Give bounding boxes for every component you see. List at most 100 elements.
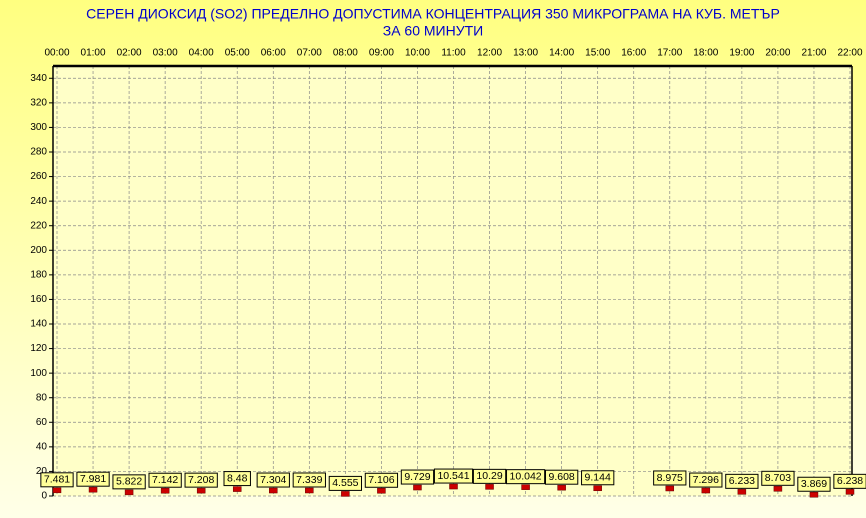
value-label-box (797, 476, 831, 492)
value-label-group: 5.822 (112, 474, 146, 490)
x-tick-label: 17:00 (657, 48, 682, 59)
value-label-box (725, 473, 759, 489)
x-tick-label: 10:00 (405, 48, 430, 59)
y-tick-label: 220 (30, 220, 47, 231)
value-label-box (472, 468, 507, 484)
value-label-group: 8.703 (761, 470, 795, 486)
value-label-box (184, 472, 218, 488)
value-label-group: 7.142 (148, 472, 182, 488)
value-label-box (328, 475, 363, 491)
value-label-box (581, 470, 615, 486)
chart-title: СЕРЕН ДИОКСИД (SO2) ПРЕДЕЛНО ДОПУСТИМА К… (86, 6, 780, 22)
marker (413, 484, 422, 491)
value-label-group: 6.233 (725, 473, 759, 489)
value-label: 8.975 (657, 472, 683, 484)
x-tick-label: 04:00 (189, 48, 214, 59)
value-label-box (761, 470, 795, 486)
value-label-group: 7.339 (292, 472, 326, 488)
value-label-group: 4.555 (328, 475, 363, 491)
marker (485, 484, 494, 490)
value-label-group: 7.106 (364, 472, 399, 488)
x-tick-label: 05:00 (225, 48, 250, 59)
marker (845, 489, 855, 495)
value-label-box (223, 471, 251, 487)
y-tick-label: 320 (30, 97, 47, 108)
x-tick-label: 06:00 (261, 48, 286, 59)
marker (160, 487, 170, 494)
value-label: 7.142 (152, 474, 178, 486)
value-label-box (506, 469, 546, 485)
y-tick-label: 200 (30, 245, 47, 256)
marker (305, 487, 314, 494)
value-label-group: 8.975 (653, 470, 687, 486)
value-label-box (76, 471, 110, 487)
value-label: 5.822 (116, 476, 142, 488)
x-tick-label: 12:00 (477, 48, 502, 59)
x-tick-label: 13:00 (513, 48, 538, 59)
value-label-box (256, 472, 290, 488)
marker (701, 487, 711, 494)
chart-subtitle: ЗА 60 МИНУТИ (383, 23, 484, 39)
value-label-group: 8.48 (223, 471, 251, 487)
value-label: 10.29 (476, 470, 502, 482)
y-tick-label: 100 (30, 368, 47, 379)
y-tick-label: 280 (30, 147, 47, 158)
y-tick-label: 80 (36, 392, 48, 403)
value-label-box (292, 472, 326, 488)
marker (269, 487, 278, 494)
marker (809, 491, 819, 498)
y-tick-label: 40 (36, 441, 48, 452)
value-label: 8.703 (765, 472, 791, 484)
value-label-box (689, 472, 723, 488)
value-label-group: 10.042 (506, 469, 546, 485)
value-label: 7.296 (693, 474, 719, 486)
x-tick-label: 09:00 (369, 48, 394, 59)
value-label-box (400, 469, 435, 485)
marker (449, 483, 458, 490)
value-label: 7.981 (80, 473, 106, 485)
value-label-box (364, 472, 399, 488)
value-label: 10.042 (510, 470, 542, 482)
marker (52, 487, 62, 494)
x-tick-label: 21:00 (801, 48, 826, 59)
value-label-group: 6.238 (833, 473, 866, 489)
marker (196, 487, 206, 494)
value-label-group: 10.541 (433, 468, 474, 484)
value-label-box (833, 473, 866, 489)
plot-area (53, 66, 852, 496)
value-label: 4.555 (332, 477, 358, 489)
x-tick-label: 01:00 (81, 48, 106, 59)
x-tick-label: 11:00 (441, 48, 466, 59)
value-label-group: 9.729 (400, 469, 435, 485)
marker (593, 485, 602, 492)
x-tick-label: 14:00 (549, 48, 574, 59)
y-tick-label: 160 (30, 294, 47, 305)
value-label: 8.48 (227, 472, 248, 484)
value-label: 7.481 (44, 474, 70, 486)
value-label: 3.869 (801, 478, 827, 490)
y-tick-label: 300 (30, 122, 47, 133)
value-label-group: 7.208 (184, 472, 218, 488)
y-tick-label: 240 (30, 196, 47, 207)
marker (557, 484, 566, 491)
marker (773, 486, 783, 492)
marks: 7.481 7.981 5.822 7.142 7.208 8.48 7.304 7.339 4… (40, 468, 866, 498)
value-label: 10.541 (437, 470, 469, 482)
y-tick-label: 140 (30, 319, 47, 330)
value-label: 7.208 (188, 474, 214, 486)
x-tick-label: 00:00 (44, 48, 69, 59)
value-label-group: 7.304 (256, 472, 290, 488)
marker (377, 488, 386, 494)
x-tick-label: 20:00 (765, 48, 790, 59)
x-tick-label: 08:00 (333, 48, 358, 59)
marker (341, 491, 350, 497)
value-label-box (112, 474, 146, 490)
value-label-group: 10.29 (472, 468, 507, 484)
value-label: 9.144 (585, 472, 611, 484)
value-label: 7.106 (368, 474, 394, 486)
marker (665, 485, 675, 492)
value-label: 9.729 (404, 471, 430, 483)
grid: 0 20 40 60 80 100 120 140 160 180 200 220 240 260 280 3… (30, 48, 863, 502)
y-tick-label: 180 (30, 269, 47, 280)
